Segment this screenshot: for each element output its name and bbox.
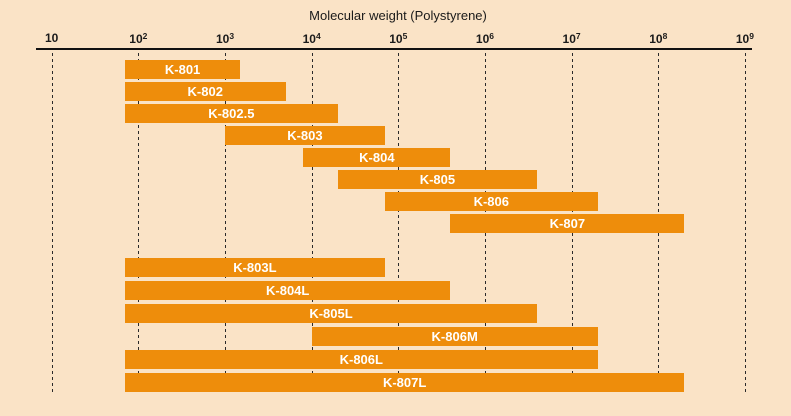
gridline-10e1 <box>51 53 53 393</box>
gridline-10e4 <box>311 53 313 393</box>
x-tick-10e9: 109 <box>735 31 754 46</box>
x-tick-10e7: 107 <box>562 31 581 46</box>
bar-label: K-805 <box>419 172 456 187</box>
range-bar-k-801: K-801 <box>124 60 241 79</box>
bar-label: K-802.5 <box>208 106 255 121</box>
range-bar-k-804l: K-804L <box>124 281 451 300</box>
x-tick-10e3: 103 <box>215 31 235 46</box>
gridline-10e5 <box>398 53 400 393</box>
bar-label: K-805L <box>309 306 353 321</box>
bar-label: K-806 <box>473 194 509 209</box>
bar-label: K-804L <box>266 283 310 298</box>
range-bar-k-803l: K-803L <box>124 258 385 277</box>
x-tick-10e5: 105 <box>389 31 408 46</box>
range-bar-k-802: K-802 <box>124 82 286 101</box>
x-axis-title: Molecular weight (Polystyrene) <box>309 8 487 23</box>
range-bar-k-806m: K-806M <box>311 327 598 346</box>
range-bar-k-806: K-806 <box>384 192 598 211</box>
bar-label: K-802 <box>187 84 223 99</box>
gridline-10e3 <box>225 53 226 393</box>
gridline-10e9 <box>744 53 746 393</box>
bar-label: K-803 <box>287 128 323 143</box>
x-tick-10e8: 108 <box>649 31 668 46</box>
bar-label: K-807L <box>382 375 427 390</box>
bar-label: K-803L <box>233 260 277 275</box>
range-bar-k-807: K-807 <box>450 214 685 233</box>
bar-label: K-806M <box>431 329 478 344</box>
range-bar-k-803: K-803 <box>225 126 385 145</box>
x-axis-line <box>36 48 752 50</box>
bar-label: K-807 <box>549 216 586 231</box>
range-bar-k-805l: K-805L <box>124 304 538 323</box>
x-tick-10e1: 10 <box>45 31 59 45</box>
range-bar-k-804: K-804 <box>303 148 451 167</box>
range-bar-k-807l: K-807L <box>124 373 685 392</box>
bar-label: K-801 <box>164 62 201 77</box>
range-bar-k-806l: K-806L <box>124 350 598 369</box>
gridline-10e2 <box>138 53 140 393</box>
x-tick-10e6: 106 <box>475 31 494 46</box>
bar-label: K-806L <box>339 352 383 367</box>
range-bar-k-805: K-805 <box>337 170 538 189</box>
x-tick-10e2: 102 <box>129 31 148 46</box>
x-tick-10e4: 104 <box>302 31 321 46</box>
range-bar-k-802.5: K-802.5 <box>124 104 338 123</box>
bar-label: K-804 <box>359 150 395 165</box>
